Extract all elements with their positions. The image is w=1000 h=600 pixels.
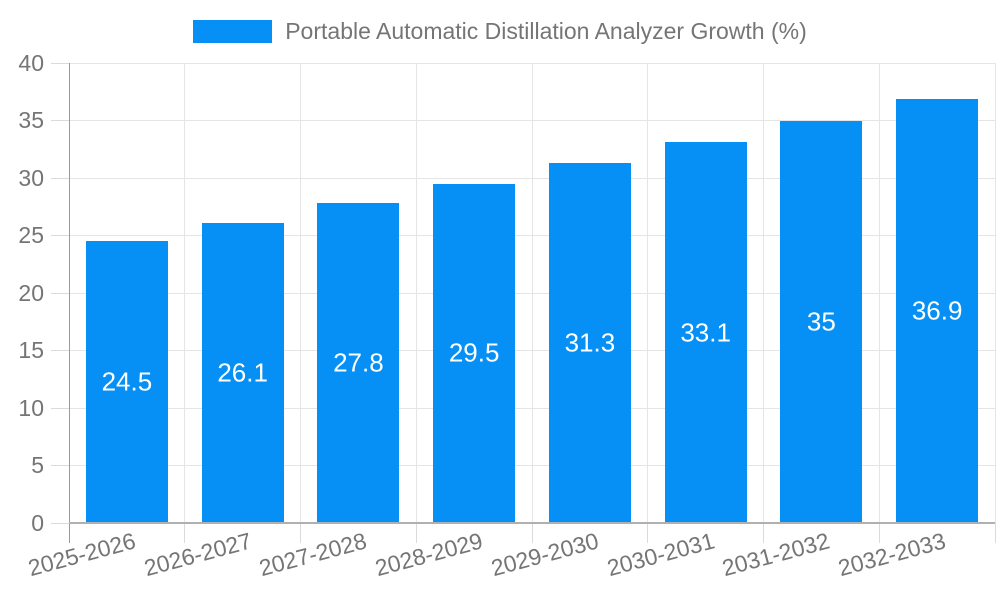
bar-value-label: 27.8 xyxy=(333,347,384,378)
bar[interactable]: 27.8 xyxy=(317,203,400,523)
y-tick-label: 30 xyxy=(18,164,44,191)
bar-value-label: 33.1 xyxy=(680,317,731,348)
bar-value-label: 35 xyxy=(806,306,836,337)
x-tick-mark xyxy=(184,523,186,543)
x-tick-mark xyxy=(531,523,533,543)
y-tick-label: 0 xyxy=(31,509,44,536)
bar[interactable]: 24.5 xyxy=(85,241,168,523)
gridline-vertical xyxy=(415,63,417,523)
x-tick-mark xyxy=(994,523,996,543)
bar[interactable]: 29.5 xyxy=(433,183,516,523)
bar[interactable]: 35 xyxy=(780,120,863,523)
legend-label: Portable Automatic Distillation Analyzer… xyxy=(285,18,807,44)
x-tick-mark xyxy=(763,523,764,543)
y-tick-label: 20 xyxy=(18,279,44,306)
gridline-vertical xyxy=(300,63,301,523)
legend[interactable]: Portable Automatic Distillation Analyzer… xyxy=(0,18,1000,45)
bar-value-label: 26.1 xyxy=(217,357,268,388)
y-axis-line xyxy=(69,63,70,543)
bar[interactable]: 33.1 xyxy=(664,142,747,523)
x-tick-mark xyxy=(647,523,649,543)
bar-value-label: 36.9 xyxy=(911,295,963,326)
gridline-vertical xyxy=(647,63,649,523)
y-tick-mark xyxy=(51,407,69,409)
y-tick-label: 10 xyxy=(18,394,44,421)
bar-value-label: 29.5 xyxy=(448,337,500,368)
plot-area: 0 5 10 15 20 25 30 35 40 24.5 26.1 27.8 29.5 31.3 33.1… xyxy=(18,51,996,581)
y-tick-label: 40 xyxy=(18,49,44,76)
y-tick-label: 35 xyxy=(18,107,44,133)
x-tick-mark xyxy=(415,523,417,543)
bar[interactable]: 31.3 xyxy=(548,163,631,523)
x-tick-mark xyxy=(300,523,301,543)
y-tick-mark xyxy=(51,350,69,351)
x-tick-mark xyxy=(878,523,880,543)
x-axis-line xyxy=(69,522,995,524)
y-tick-label: 25 xyxy=(18,222,44,248)
y-tick-mark xyxy=(51,177,69,179)
gridline-vertical xyxy=(763,63,764,523)
bar-value-label: 24.5 xyxy=(101,366,153,397)
y-tick-mark xyxy=(51,292,69,294)
y-tick-label: 15 xyxy=(18,337,44,363)
bar[interactable]: 36.9 xyxy=(896,98,979,523)
gridline-vertical xyxy=(184,63,186,523)
y-tick-label: 5 xyxy=(31,452,44,478)
bar[interactable]: 26.1 xyxy=(201,222,284,523)
gridline-vertical xyxy=(531,63,533,523)
legend-swatch xyxy=(193,20,273,43)
y-tick-mark xyxy=(51,235,69,236)
y-tick-mark xyxy=(51,120,69,121)
y-tick-mark xyxy=(51,465,69,466)
gridline-vertical xyxy=(994,63,996,523)
gridline-vertical xyxy=(878,63,880,523)
y-tick-mark xyxy=(51,62,69,64)
bar-value-label: 31.3 xyxy=(564,327,616,358)
y-tick-mark xyxy=(51,522,69,524)
